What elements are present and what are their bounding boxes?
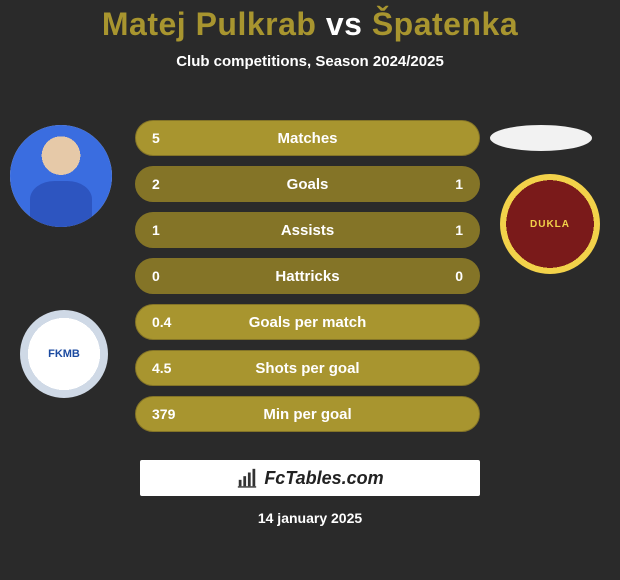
- stat-left-value: 4.5: [152, 360, 171, 376]
- stat-left-value: 2: [152, 176, 160, 192]
- stat-row: 4.5Shots per goal: [135, 350, 480, 386]
- club-left-logo: FKMB: [20, 310, 108, 398]
- stat-right-value: 1: [455, 222, 463, 238]
- title-vs: vs: [316, 6, 371, 42]
- stat-label: Hattricks: [136, 268, 479, 285]
- stat-right-value: 1: [455, 176, 463, 192]
- player-left-avatar: [10, 125, 112, 227]
- stat-label: Shots per goal: [136, 360, 479, 377]
- date: 14 january 2025: [0, 510, 620, 526]
- club-right-logo: DUKLA: [500, 174, 600, 274]
- stat-label: Matches: [136, 130, 479, 147]
- stat-left-value: 5: [152, 130, 160, 146]
- page-title: Matej Pulkrab vs Špatenka: [0, 0, 620, 43]
- player-right-placeholder: [490, 125, 592, 151]
- stat-row: 2Goals1: [135, 166, 480, 202]
- subtitle: Club competitions, Season 2024/2025: [0, 53, 620, 70]
- stat-row: 1Assists1: [135, 212, 480, 248]
- stat-label: Goals per match: [136, 314, 479, 331]
- branding-text: FcTables.com: [264, 468, 383, 489]
- stat-row: 5Matches: [135, 120, 480, 156]
- stat-row: 0.4Goals per match: [135, 304, 480, 340]
- stat-row: 0Hattricks0: [135, 258, 480, 294]
- stat-label: Min per goal: [136, 406, 479, 423]
- stat-label: Assists: [136, 222, 479, 239]
- stat-label: Goals: [136, 176, 479, 193]
- stat-left-value: 0: [152, 268, 160, 284]
- comparison-bars: 5Matches2Goals11Assists10Hattricks00.4Go…: [135, 120, 480, 442]
- stat-left-value: 1: [152, 222, 160, 238]
- title-player-right: Špatenka: [372, 6, 518, 42]
- stat-right-value: 0: [455, 268, 463, 284]
- title-player-left: Matej Pulkrab: [102, 6, 317, 42]
- stat-left-value: 379: [152, 406, 175, 422]
- stat-left-value: 0.4: [152, 314, 171, 330]
- chart-icon: [236, 467, 258, 489]
- branding-badge[interactable]: FcTables.com: [140, 460, 480, 496]
- stat-row: 379Min per goal: [135, 396, 480, 432]
